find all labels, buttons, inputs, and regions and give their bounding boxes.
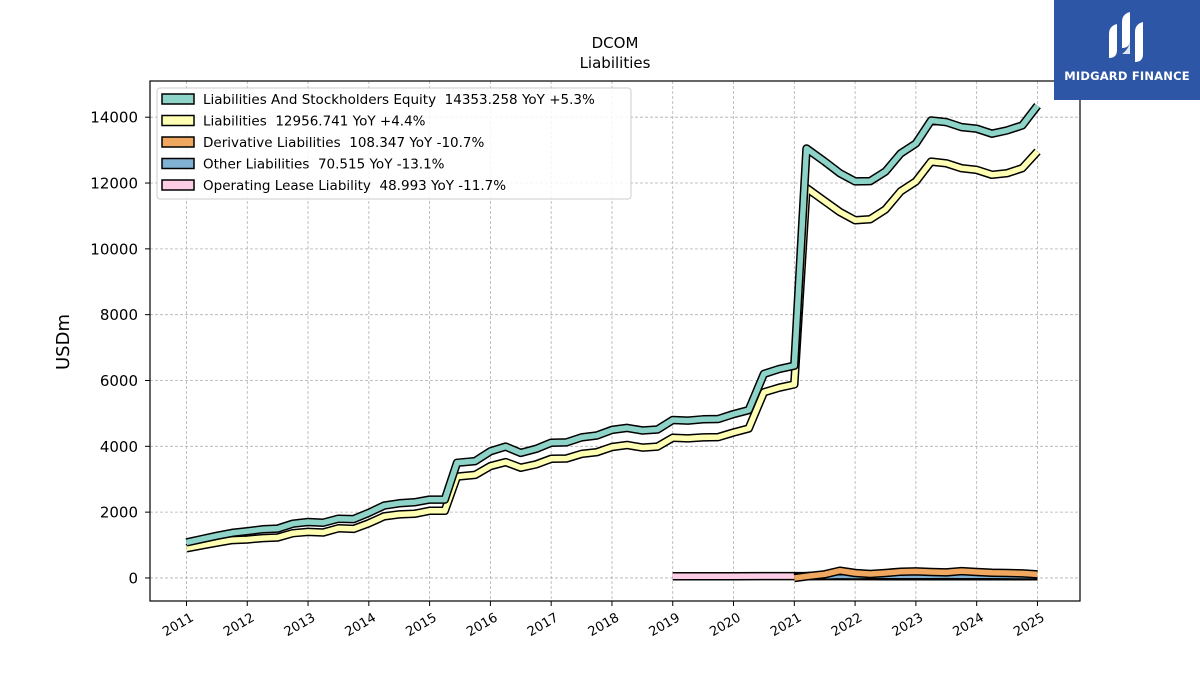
x-tick-label: 2018 <box>586 610 622 640</box>
y-tick-label: 6000 <box>100 372 138 390</box>
y-axis-label: USDm <box>53 314 74 370</box>
y-tick-label: 10000 <box>90 240 138 258</box>
legend-label: Liabilities And Stockholders Equity 1435… <box>203 92 595 108</box>
legend-swatch <box>161 136 195 148</box>
chart-subtitle: Liabilities <box>580 54 651 72</box>
y-tick-label: 0 <box>128 569 138 587</box>
x-tick-label: 2017 <box>525 610 561 640</box>
series-line-liabilities <box>185 149 1040 552</box>
brand-logo: MIDGARD FINANCE <box>1054 0 1200 100</box>
brand-name: MIDGARD FINANCE <box>1064 69 1190 83</box>
legend-swatch <box>161 93 195 105</box>
x-tick-label: 2024 <box>951 610 987 640</box>
y-tick-label: 14000 <box>90 109 138 127</box>
series-layer <box>185 103 1041 583</box>
x-tick-label: 2012 <box>221 610 257 640</box>
legend-label: Liabilities 12956.741 YoY +4.4% <box>203 114 426 130</box>
series-line-derivative-liabilities <box>793 567 1038 581</box>
plot-frame <box>149 80 1081 602</box>
y-tick-label: 2000 <box>100 504 138 522</box>
legend-label: Derivative Liabilities 108.347 YoY -10.7… <box>203 135 485 151</box>
x-axis: 2011 2012 2013 2014 2015 2016 2017 2018 2019 2020… <box>160 601 1047 640</box>
chart-title: DCOM <box>592 34 639 52</box>
x-tick-label: 2014 <box>343 610 379 640</box>
x-tick-label: 2011 <box>160 610 196 640</box>
legend-swatch <box>161 157 195 170</box>
x-tick-label: 2021 <box>768 610 804 640</box>
x-tick-label: 2016 <box>464 610 500 640</box>
x-tick-label: 2013 <box>282 610 318 640</box>
x-tick-label: 2025 <box>1011 610 1047 640</box>
legend-swatch <box>161 179 195 191</box>
x-tick-label: 2019 <box>647 610 683 640</box>
series-line-liabilities-and-stockholders-equity <box>185 103 1040 546</box>
brand-mark-icon <box>1109 12 1143 62</box>
y-tick-label: 8000 <box>100 306 138 324</box>
y-tick-label: 4000 <box>100 438 138 456</box>
y-axis: 0 2000 4000 6000 8000 10000 12000 14000 <box>90 109 150 587</box>
x-tick-label: 2022 <box>829 610 865 640</box>
legend-swatch <box>161 114 195 127</box>
legend-label: Other Liabilities 70.515 YoY -13.1% <box>203 157 445 173</box>
x-tick-label: 2020 <box>707 610 743 640</box>
legend-label: Operating Lease Liability 48.993 YoY -11… <box>203 178 506 194</box>
legend: Liabilities And Stockholders Equity 1435… <box>156 87 632 200</box>
y-tick-label: 12000 <box>90 175 138 193</box>
x-tick-label: 2015 <box>403 610 439 640</box>
legend-frame <box>156 87 632 200</box>
x-tick-label: 2023 <box>890 610 926 640</box>
